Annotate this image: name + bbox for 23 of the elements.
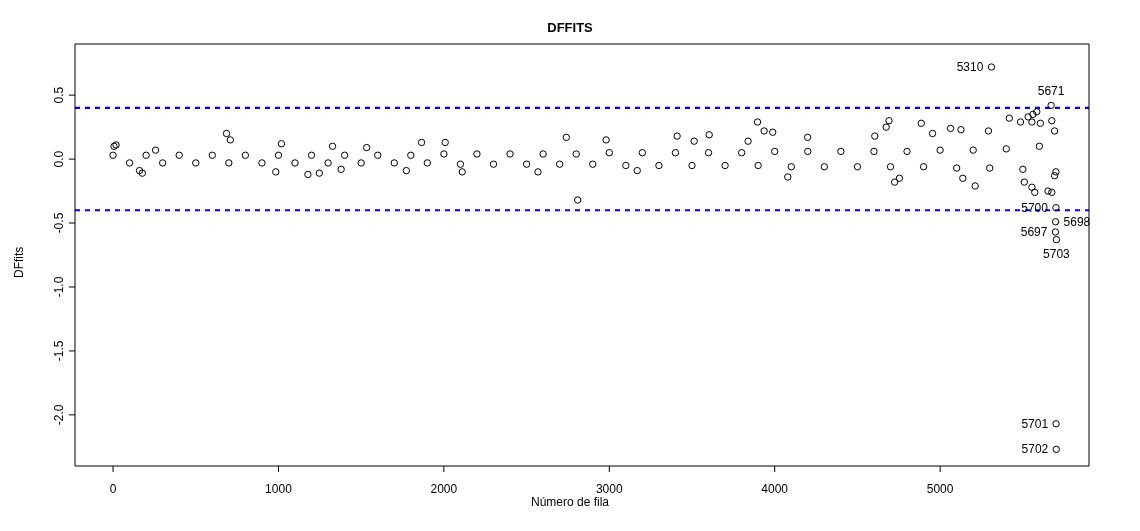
y-tick-label: 0.0 — [52, 150, 66, 168]
x-tick-label: 4000 — [761, 481, 789, 496]
annotation: 5702 — [1021, 442, 1049, 457]
annotation: 5701 — [1021, 416, 1049, 431]
annotation: 5703 — [1043, 246, 1071, 261]
x-tick-label: 5000 — [926, 481, 954, 496]
x-tick-label: 3000 — [595, 481, 623, 496]
y-axis-title: DFfits — [12, 246, 26, 278]
annotation: 5697 — [1020, 224, 1048, 239]
annotation: 5698 — [1063, 214, 1091, 229]
y-tick-label: -0.5 — [52, 212, 66, 234]
x-tick-label: 0 — [109, 481, 117, 496]
chart-title: DFFITS — [546, 20, 594, 35]
y-tick-label: -2.0 — [52, 404, 66, 426]
x-tick-label: 1000 — [265, 481, 293, 496]
annotation: 5700 — [1021, 200, 1049, 215]
x-axis-title: Número de fila — [529, 495, 610, 509]
annotation: 5671 — [1037, 84, 1065, 99]
x-tick-label: 2000 — [430, 481, 458, 496]
y-tick-label: 0.5 — [52, 86, 66, 104]
y-tick-label: -1.0 — [52, 276, 66, 298]
y-tick-label: -1.5 — [52, 340, 66, 362]
annotation: 5310 — [956, 60, 984, 75]
